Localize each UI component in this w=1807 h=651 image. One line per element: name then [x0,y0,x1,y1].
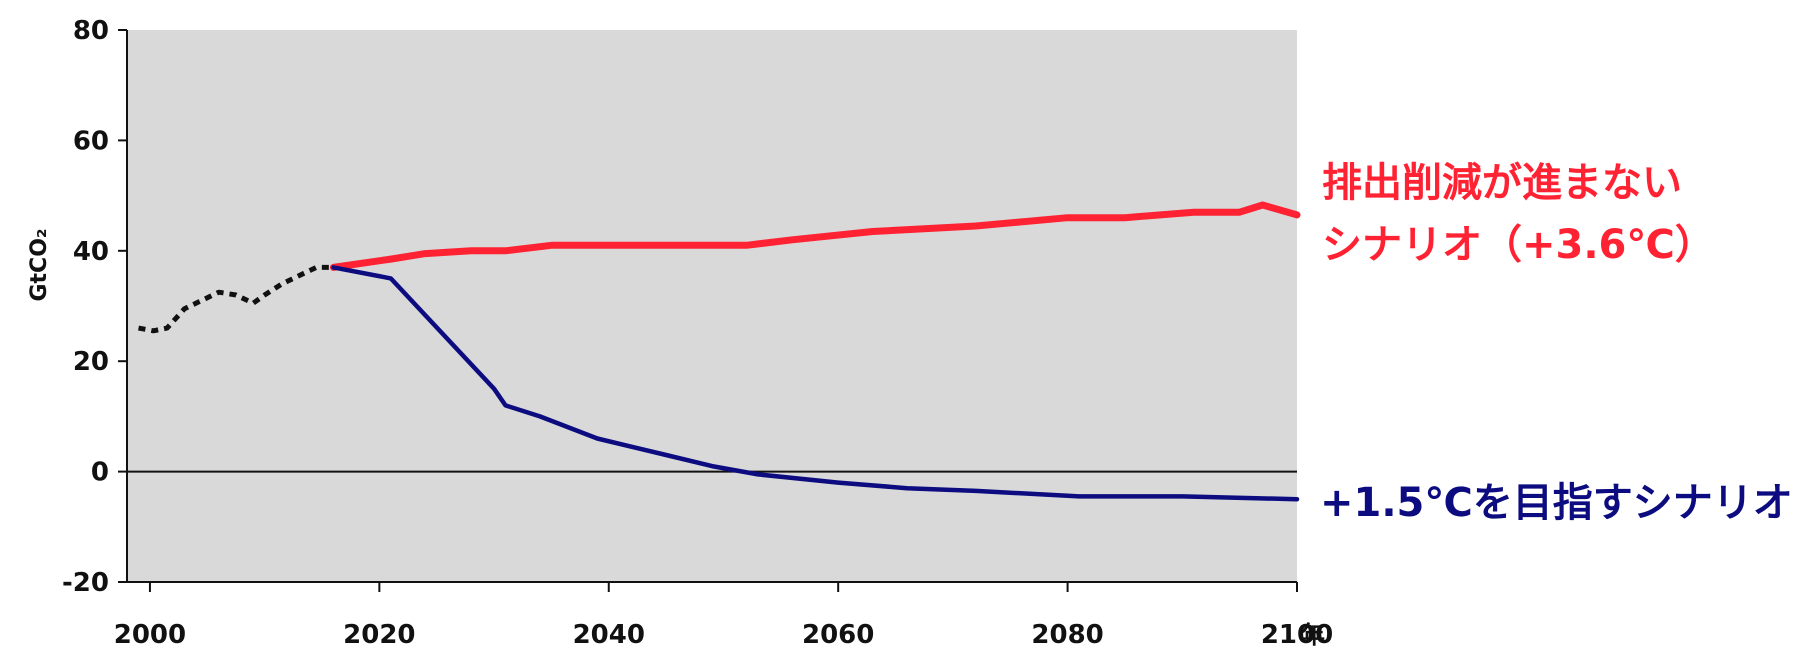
plot-area [127,30,1297,582]
y-tick-label: 40 [73,237,109,267]
series-label-high-line1: 排出削減が進まない [1322,160,1682,206]
x-tick-label: 2100 [1261,620,1333,650]
x-tick-label: 2060 [802,620,874,650]
y-tick-label: 20 [73,347,109,377]
series-line-low-scenario [331,265,1300,502]
series-line-historical [138,264,334,334]
x-tick-label: 2020 [343,620,415,650]
y-axis-title: GtCO₂ [27,228,52,301]
y-tick-label: 80 [73,16,109,46]
series-line-high-scenario [330,201,1301,271]
y-tick-label: 60 [73,126,109,156]
y-tick-label: -20 [62,568,109,598]
series-label-low: +1.5℃を目指すシナリオ [1320,480,1793,526]
series-label-high-line2: シナリオ（+3.6℃） [1322,222,1715,268]
x-tick-label: 2080 [1031,620,1103,650]
x-tick-label: 2040 [573,620,645,650]
x-axis-unit-label: 年 [1301,621,1325,649]
y-tick-label: 0 [91,458,109,488]
x-tick-label: 2000 [114,620,186,650]
